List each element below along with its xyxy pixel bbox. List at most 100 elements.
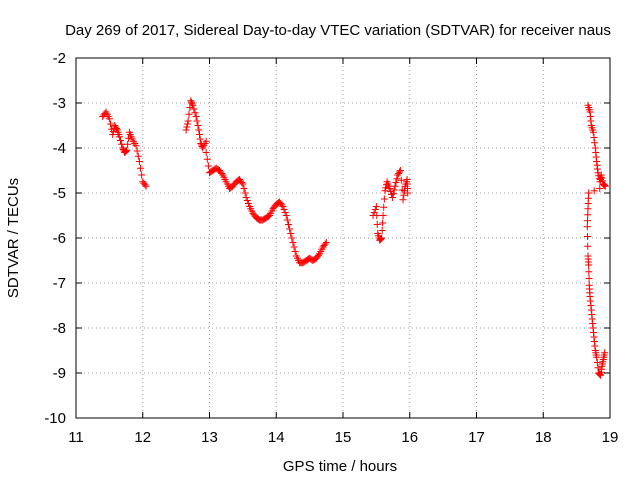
data-point-marker (241, 189, 249, 197)
data-point-marker (239, 180, 247, 188)
data-point-marker (192, 113, 200, 120)
data-point-marker (584, 211, 592, 219)
data-point-marker (394, 171, 402, 179)
data-point-marker (291, 248, 299, 255)
data-point-marker (112, 123, 120, 131)
data-point-marker (393, 175, 401, 183)
y-tick-label: -9 (53, 365, 66, 382)
y-tick-label: -6 (53, 230, 66, 247)
data-point-marker (244, 200, 252, 207)
x-tick-label: 18 (535, 429, 552, 446)
data-point-marker (388, 191, 396, 198)
data-point-marker (111, 122, 119, 129)
data-points (99, 97, 609, 379)
x-tick-label: 17 (468, 429, 485, 446)
data-point-marker (189, 101, 197, 109)
data-point-marker (396, 167, 404, 174)
data-point-marker (379, 212, 387, 219)
data-point-marker (109, 128, 117, 135)
data-point-marker (404, 189, 412, 197)
data-point-marker (321, 240, 329, 248)
data-point-marker (584, 233, 592, 240)
data-point-marker (597, 171, 605, 179)
data-point-marker (183, 123, 191, 131)
data-point-marker (381, 187, 389, 195)
data-point-marker (188, 100, 196, 108)
data-point-marker (282, 212, 290, 219)
data-point-marker (286, 225, 294, 233)
data-point-marker (115, 133, 123, 141)
data-point-marker (193, 117, 201, 125)
data-point-marker (290, 243, 298, 251)
data-point-marker (184, 117, 192, 125)
data-point-marker (590, 134, 598, 141)
data-point-marker (190, 105, 198, 113)
data-point-marker (373, 221, 381, 228)
x-tick-label: 14 (268, 429, 285, 446)
data-point-marker (601, 182, 609, 189)
data-point-marker (132, 142, 140, 150)
data-point-marker (118, 140, 126, 148)
data-point-marker (583, 223, 591, 231)
data-point-marker (391, 182, 399, 190)
data-point-marker (594, 364, 602, 372)
y-axis-label: SDTVAR / TECUs (5, 178, 22, 298)
data-point-marker (397, 176, 405, 184)
data-point-marker (218, 170, 226, 177)
data-point-marker (372, 203, 380, 210)
data-point-marker (202, 137, 210, 145)
data-point-marker (204, 162, 212, 170)
data-point-marker (388, 194, 396, 201)
data-point-marker (278, 201, 286, 209)
data-point-marker (133, 147, 141, 155)
data-point-marker (142, 182, 150, 190)
data-point-marker (187, 97, 195, 105)
chart-title: Day 269 of 2017, Sidereal Day-to-day VTE… (65, 22, 611, 39)
data-point-marker (123, 146, 131, 154)
data-point-marker (378, 234, 386, 242)
y-tick-label: -8 (53, 320, 66, 337)
data-point-marker (191, 109, 199, 117)
data-point-marker (195, 131, 203, 138)
data-point-marker (389, 190, 397, 198)
data-point-marker (289, 239, 297, 246)
data-point-marker (395, 170, 403, 177)
data-point-marker (600, 181, 608, 189)
data-point-marker (141, 181, 149, 189)
data-point-marker (242, 194, 250, 201)
y-tick-label: -5 (53, 185, 66, 202)
data-point-marker (585, 275, 593, 282)
data-point-marker (322, 239, 330, 246)
data-point-marker (122, 147, 130, 155)
data-point-marker (379, 219, 387, 227)
data-point-marker (595, 370, 603, 378)
data-point-marker (124, 140, 132, 148)
data-point-marker (584, 217, 592, 225)
data-point-marker (183, 120, 191, 128)
data-point-marker (281, 209, 289, 216)
data-point-marker (377, 235, 385, 243)
data-point-marker (584, 242, 592, 250)
axis-ticks: 11 12 13 14 15 16 17 18 19 -10 -9 -8 -7 -6 -5 -4 -3 -2 (44, 50, 618, 446)
y-tick-label: -4 (53, 140, 66, 157)
data-point-marker (599, 177, 607, 185)
data-point-marker (195, 126, 203, 134)
data-point-marker (109, 131, 117, 138)
data-point-marker (240, 185, 248, 192)
data-point-marker (601, 182, 609, 190)
data-point-marker (590, 187, 598, 195)
data-point-marker (138, 171, 146, 179)
data-point-marker (371, 206, 379, 213)
x-tick-label: 13 (201, 429, 218, 446)
data-point-marker (589, 128, 597, 136)
data-point-marker (601, 349, 609, 357)
y-tick-label: -10 (44, 410, 66, 427)
data-point-marker (390, 186, 398, 194)
data-point-marker (598, 174, 606, 182)
data-point-marker (194, 122, 202, 129)
data-point-marker (137, 164, 145, 172)
data-point-marker (596, 185, 604, 192)
data-point-marker (400, 191, 408, 199)
data-point-marker (135, 158, 143, 165)
